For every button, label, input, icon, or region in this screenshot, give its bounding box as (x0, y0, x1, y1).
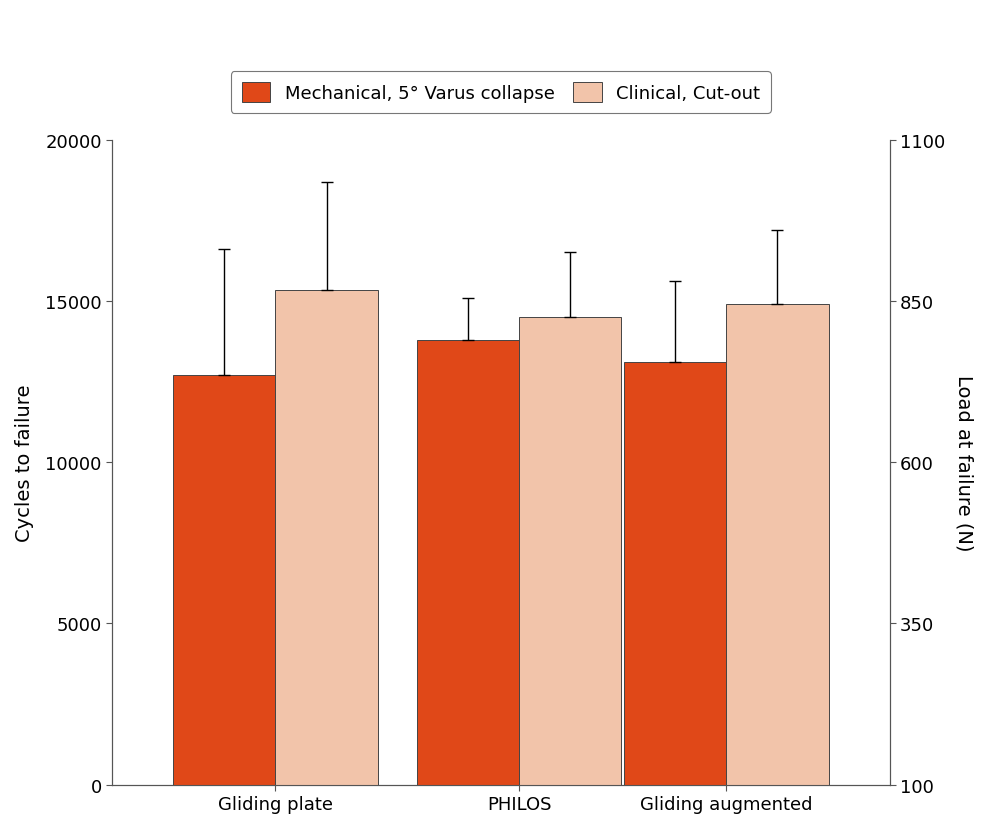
Bar (417, 340, 519, 785)
Bar (276, 290, 377, 785)
Bar (726, 305, 829, 785)
Bar (624, 363, 726, 785)
Legend: Mechanical, 5° Varus collapse, Clinical, Cut-out: Mechanical, 5° Varus collapse, Clinical,… (231, 72, 771, 113)
Bar (519, 318, 621, 785)
Y-axis label: Cycles to failure: Cycles to failure (15, 384, 34, 542)
Y-axis label: Load at failure (N): Load at failure (N) (954, 374, 973, 551)
Bar (173, 376, 276, 785)
